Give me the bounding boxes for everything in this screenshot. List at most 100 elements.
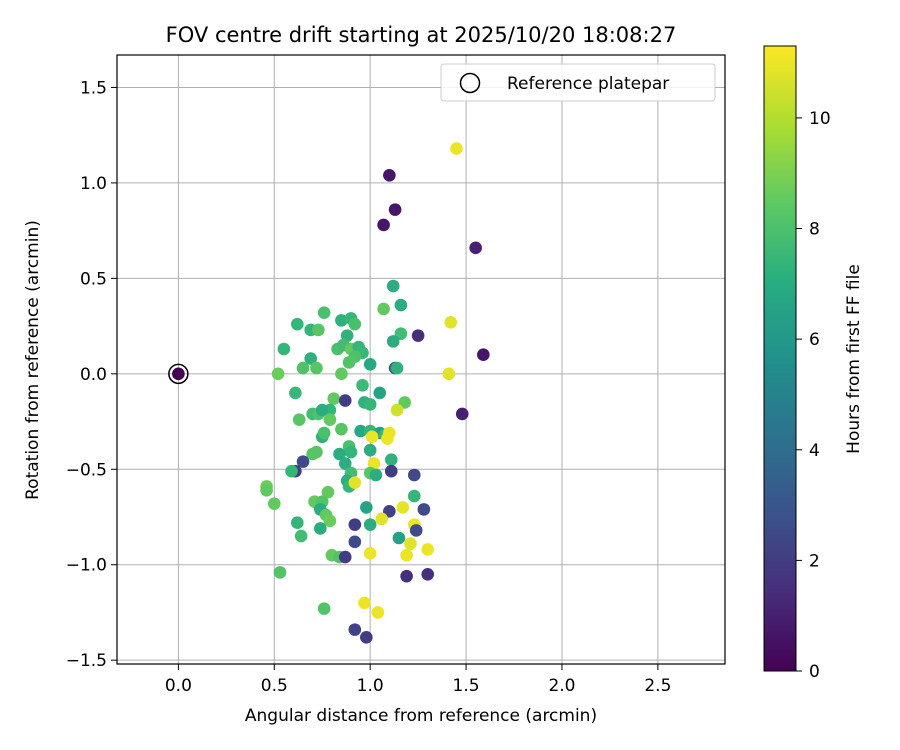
data-point bbox=[294, 529, 308, 543]
data-point bbox=[310, 361, 323, 375]
data-point bbox=[292, 413, 306, 426]
x-tick-label: 0.0 bbox=[165, 676, 192, 696]
data-point bbox=[290, 516, 304, 530]
data-point bbox=[469, 241, 482, 255]
data-point bbox=[386, 335, 400, 348]
data-point bbox=[338, 457, 352, 470]
data-point bbox=[335, 367, 348, 381]
data-point bbox=[363, 357, 377, 371]
legend-marker-icon bbox=[459, 72, 481, 94]
colorbar-tick-label: 6 bbox=[809, 330, 820, 350]
data-point bbox=[317, 306, 331, 320]
data-point bbox=[348, 535, 362, 549]
data-point bbox=[321, 485, 335, 499]
data-point bbox=[400, 569, 413, 583]
x-tick-label: 0.5 bbox=[261, 676, 288, 696]
data-point bbox=[296, 361, 310, 375]
data-point bbox=[317, 426, 331, 440]
legend-box bbox=[440, 63, 716, 102]
data-point bbox=[344, 445, 358, 459]
data-point bbox=[371, 606, 385, 619]
data-point bbox=[375, 512, 388, 526]
data-point bbox=[409, 524, 423, 537]
data-point bbox=[358, 596, 371, 610]
colorbar-tick-label: 0 bbox=[809, 662, 820, 682]
data-point bbox=[390, 361, 404, 375]
data-point bbox=[327, 392, 341, 405]
data-point bbox=[442, 367, 456, 381]
data-point bbox=[348, 317, 362, 331]
x-tick-label: 2.0 bbox=[548, 676, 575, 696]
data-point bbox=[333, 447, 346, 461]
data-point bbox=[271, 367, 285, 381]
data-point bbox=[277, 342, 291, 356]
data-point bbox=[348, 476, 362, 489]
data-point bbox=[363, 398, 377, 411]
colorbar-tick-label: 8 bbox=[809, 220, 820, 240]
data-point bbox=[360, 501, 373, 514]
y-tick-label: −1.5 bbox=[66, 651, 107, 671]
data-point bbox=[398, 396, 411, 409]
data-point bbox=[348, 623, 362, 636]
colorbar-tick-label: 4 bbox=[809, 441, 820, 461]
y-axis-label: Rotation from reference (arcmin) bbox=[23, 220, 43, 500]
data-point bbox=[411, 329, 425, 342]
data-point bbox=[304, 352, 318, 365]
data-point bbox=[340, 329, 354, 342]
plot-frame bbox=[116, 54, 726, 665]
data-point bbox=[273, 566, 287, 579]
data-point bbox=[421, 543, 435, 556]
data-point bbox=[404, 537, 417, 551]
data-point bbox=[396, 501, 410, 514]
colorbar-gradient bbox=[763, 45, 797, 672]
data-point bbox=[335, 314, 348, 327]
data-point bbox=[338, 550, 352, 564]
data-point bbox=[356, 378, 369, 392]
data-point bbox=[323, 413, 337, 426]
legend-label: Reference platepar bbox=[507, 74, 669, 94]
data-point bbox=[394, 298, 408, 312]
data-point bbox=[348, 518, 362, 531]
data-point bbox=[310, 445, 323, 459]
data-point bbox=[267, 497, 281, 510]
x-tick-label: 1.0 bbox=[357, 676, 384, 696]
data-point bbox=[455, 407, 469, 421]
y-tick-label: 1.0 bbox=[80, 174, 107, 194]
colorbar-tick-label: 10 bbox=[809, 109, 831, 129]
y-tick-label: 1.5 bbox=[80, 78, 107, 98]
data-point bbox=[383, 168, 396, 182]
data-point bbox=[377, 218, 390, 232]
colorbar-tick-label: 2 bbox=[809, 551, 820, 571]
y-tick-label: −1.0 bbox=[66, 556, 107, 576]
data-point bbox=[363, 546, 377, 560]
data-point bbox=[363, 518, 377, 531]
data-point bbox=[342, 356, 356, 369]
colorbar-label: Hours from first FF file bbox=[844, 264, 864, 454]
data-point bbox=[365, 430, 379, 444]
data-point bbox=[384, 464, 398, 478]
data-point bbox=[444, 315, 458, 329]
x-tick-label: 2.5 bbox=[644, 676, 671, 696]
reference-point bbox=[172, 367, 185, 381]
data-point bbox=[383, 504, 396, 518]
data-point bbox=[335, 422, 348, 436]
data-point bbox=[354, 424, 367, 438]
data-point bbox=[373, 386, 387, 400]
reference-ring bbox=[168, 363, 189, 385]
data-point bbox=[296, 455, 310, 468]
data-point bbox=[338, 394, 352, 407]
data-point bbox=[381, 432, 394, 446]
data-point bbox=[363, 443, 377, 457]
data-point bbox=[289, 386, 302, 400]
data-point bbox=[314, 522, 327, 535]
y-axis-ticks: −1.5 −1.0 −0.5 0.0 0.5 1.0 1.5 bbox=[66, 78, 117, 671]
data-point bbox=[377, 302, 390, 316]
chart-title: FOV centre drift starting at 2025/10/20 … bbox=[166, 23, 677, 47]
colorbar-ticks: 0 2 4 6 8 10 bbox=[796, 109, 831, 682]
colorbar: 0 2 4 6 8 10 Hours from first FF file bbox=[763, 45, 864, 682]
data-point bbox=[323, 514, 337, 528]
data-point bbox=[477, 348, 490, 362]
data-point bbox=[367, 457, 381, 470]
x-tick-label: 1.5 bbox=[453, 676, 480, 696]
